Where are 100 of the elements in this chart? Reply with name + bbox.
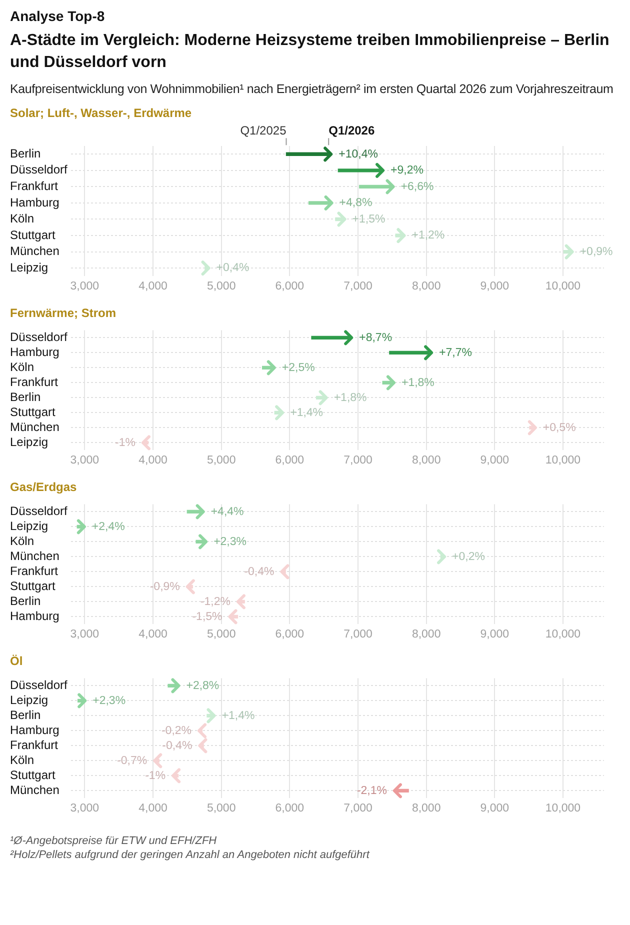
- annotation: +1,8%: [334, 392, 367, 404]
- x-tick-label: 6,000: [275, 280, 304, 292]
- y-tick-label: Hamburg: [10, 195, 60, 210]
- x-tick-label: 4,000: [138, 628, 168, 640]
- text: Q1/2025: [240, 123, 287, 138]
- text: Q1/2026: [328, 123, 375, 138]
- x-tick-label: 10,000: [545, 802, 581, 814]
- annotation: +6,6%: [400, 180, 434, 193]
- annotation: -0,9%: [150, 580, 180, 593]
- x-tick-label: 6,000: [275, 454, 304, 466]
- y-tick-label: Hamburg: [10, 723, 60, 738]
- annotation: -2,1%: [356, 784, 387, 797]
- x-tick-label: 5,000: [206, 280, 236, 292]
- annotation: -0,4%: [244, 566, 274, 578]
- text: A-Städte im Vergleich: Moderne Heizsysteme treiben Immobilienpreise – Berlin und Düsseldorf vorn: [10, 31, 610, 73]
- y-tick-label: Leipzig: [10, 693, 48, 708]
- annotation: -0,4%: [162, 740, 192, 752]
- text: ²Holz/Pellets aufgrund der geringen Anzahl an Angeboten nicht aufgeführt: [10, 848, 371, 862]
- x-tick-label: 4,000: [138, 280, 168, 292]
- x-tick-label: 10,000: [545, 280, 581, 292]
- chart-title: Solar; Luft-, Wasser-, Erdwärme: [10, 106, 193, 120]
- x-tick-label: 6,000: [275, 802, 304, 814]
- x-tick-label: 3,000: [70, 280, 100, 292]
- x-tick-label: 9,000: [480, 802, 510, 814]
- y-tick-label: München: [10, 420, 60, 434]
- y-tick-label: Frankfurt: [10, 179, 59, 193]
- y-tick-label: München: [10, 549, 60, 564]
- x-tick-label: 7,000: [344, 280, 372, 292]
- text: ¹Ø-Angebotspreise für ETW und EFH/ZFH: [10, 834, 218, 848]
- y-tick-label: Hamburg: [10, 345, 60, 360]
- annotation: +8,7%: [359, 332, 392, 344]
- annotation: -1,5%: [192, 610, 222, 623]
- y-tick-label: Leipzig: [10, 519, 48, 534]
- annotation: -0,2%: [161, 724, 192, 737]
- annotation: +7,7%: [439, 346, 472, 359]
- x-tick-label: 7,000: [344, 454, 372, 466]
- x-tick-label: 8,000: [412, 454, 441, 466]
- y-tick-label: Berlin: [10, 708, 41, 722]
- chart-title: Öl: [10, 654, 24, 668]
- annotation: +4,4%: [210, 506, 244, 518]
- y-tick-label: Frankfurt: [10, 564, 59, 578]
- y-tick-label: Stuttgart: [10, 405, 56, 420]
- y-tick-label: Düsseldorf: [10, 678, 68, 692]
- y-tick-label: Köln: [10, 212, 34, 226]
- annotation: -0,7%: [117, 754, 148, 767]
- x-tick-label: 5,000: [206, 628, 236, 640]
- annotation: -1%: [145, 770, 166, 782]
- annotation: +2,3%: [92, 694, 126, 707]
- x-tick-label: 3,000: [70, 454, 100, 466]
- y-tick-label: Düsseldorf: [10, 162, 68, 177]
- x-tick-label: 5,000: [206, 802, 236, 814]
- annotation: +1,2%: [412, 230, 445, 242]
- annotation: +2,8%: [186, 680, 220, 692]
- x-tick-label: 5,000: [206, 454, 236, 466]
- annotation: +2,4%: [92, 520, 125, 533]
- y-tick-label: Berlin: [10, 390, 41, 404]
- y-tick-label: Frankfurt: [10, 375, 59, 390]
- annotation: -1%: [115, 436, 136, 449]
- y-tick-label: Düsseldorf: [10, 330, 68, 344]
- annotation: -1,2%: [200, 596, 230, 608]
- annotation: +1,4%: [222, 710, 255, 722]
- x-tick-label: 8,000: [412, 280, 441, 292]
- annotation: +2,3%: [214, 536, 247, 548]
- x-tick-label: 3,000: [70, 628, 100, 640]
- annotation: +10,4%: [338, 148, 378, 160]
- y-tick-label: München: [10, 783, 60, 798]
- x-tick-label: 8,000: [412, 628, 441, 640]
- annotation: +1,8%: [401, 376, 434, 389]
- chart-title: Fernwärme; Strom: [10, 306, 118, 320]
- y-tick-label: Leipzig: [10, 435, 48, 450]
- y-tick-label: Leipzig: [10, 260, 48, 274]
- x-tick-label: 7,000: [344, 802, 372, 814]
- y-tick-label: Köln: [10, 534, 34, 548]
- y-tick-label: Köln: [10, 360, 34, 374]
- x-tick-label: 9,000: [480, 280, 510, 292]
- annotation: +1,5%: [352, 213, 386, 226]
- chart-title: Gas/Erdgas: [10, 480, 78, 494]
- annotation: +0,9%: [580, 246, 613, 258]
- x-tick-label: 10,000: [545, 454, 581, 466]
- annotation: +2,5%: [282, 362, 315, 374]
- y-tick-label: Berlin: [10, 594, 41, 608]
- y-tick-label: Stuttgart: [10, 768, 56, 782]
- text: Kaufpreisentwicklung von Wohnimmobilien¹ nach Energieträgern² im ersten Quartal 2026 zum Vorjahreszeitraum: [10, 82, 614, 96]
- text: Analyse Top-8: [10, 8, 106, 24]
- x-tick-label: 10,000: [545, 628, 581, 640]
- y-tick-label: Berlin: [10, 146, 41, 160]
- x-tick-label: 9,000: [480, 454, 510, 466]
- x-tick-label: 4,000: [138, 802, 168, 814]
- annotation: +0,4%: [216, 262, 250, 274]
- y-tick-label: Köln: [10, 753, 34, 768]
- y-tick-label: Hamburg: [10, 609, 60, 624]
- x-tick-label: 6,000: [275, 628, 304, 640]
- annotation: +0,5%: [542, 422, 576, 434]
- y-tick-label: Stuttgart: [10, 228, 56, 242]
- x-tick-label: 8,000: [412, 802, 441, 814]
- x-tick-label: 9,000: [480, 628, 510, 640]
- annotation: +4,8%: [339, 197, 372, 210]
- y-tick-label: Düsseldorf: [10, 504, 68, 518]
- annotation: +9,2%: [390, 164, 424, 177]
- x-tick-label: 4,000: [138, 454, 168, 466]
